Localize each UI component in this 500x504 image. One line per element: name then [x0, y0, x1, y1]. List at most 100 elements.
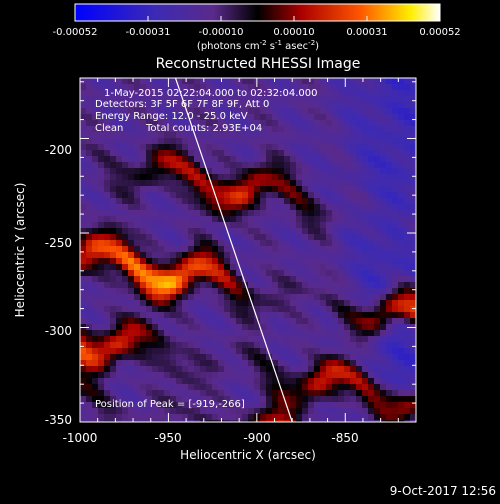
heatmap-cell	[176, 324, 183, 331]
heatmap-cell	[344, 246, 351, 253]
heatmap-cell	[80, 120, 87, 127]
heatmap-cell	[410, 108, 416, 115]
heatmap-cell	[194, 348, 201, 355]
heatmap-cell	[404, 330, 411, 337]
heatmap-cell	[128, 78, 135, 85]
heatmap-cell	[296, 312, 303, 319]
heatmap-cell	[152, 288, 159, 295]
heatmap-cell	[362, 168, 369, 175]
heatmap-cell	[182, 138, 189, 145]
heatmap-cell	[314, 324, 321, 331]
heatmap-cell	[410, 420, 416, 422]
heatmap-cell	[254, 228, 261, 235]
heatmap-cell	[290, 402, 297, 409]
heatmap-cell	[236, 108, 243, 115]
heatmap-cell	[404, 276, 411, 283]
heatmap-cell	[278, 138, 285, 145]
heatmap-cell	[338, 126, 345, 133]
heatmap-cell	[170, 294, 177, 301]
heatmap-cell	[404, 174, 411, 181]
heatmap-cell	[296, 348, 303, 355]
heatmap-cell	[92, 300, 99, 307]
heatmap-cell	[176, 228, 183, 235]
heatmap-cell	[134, 180, 141, 187]
heatmap-cell	[272, 312, 279, 319]
heatmap-cell	[140, 180, 147, 187]
heatmap-cell	[188, 222, 195, 229]
heatmap-cell	[134, 354, 141, 361]
heatmap-cell	[152, 240, 159, 247]
heatmap-cell	[356, 84, 363, 91]
heatmap-cell	[104, 294, 111, 301]
heatmap-cell	[122, 138, 129, 145]
heatmap-cell	[92, 366, 99, 373]
heatmap-cell	[200, 216, 207, 223]
heatmap-cell	[176, 78, 183, 85]
heatmap-cell	[404, 408, 411, 415]
heatmap-cell	[206, 252, 213, 259]
heatmap-cell	[392, 198, 399, 205]
heatmap-cell	[80, 102, 87, 109]
heatmap-cell	[224, 264, 231, 271]
heatmap-cell	[338, 348, 345, 355]
heatmap-cell	[404, 198, 411, 205]
heatmap-cell	[362, 390, 369, 397]
heatmap-cell	[116, 90, 123, 97]
heatmap-cell	[236, 192, 243, 199]
heatmap-cell	[362, 378, 369, 385]
heatmap-cell	[128, 300, 135, 307]
heatmap-cell	[152, 300, 159, 307]
heatmap-cell	[146, 408, 153, 415]
heatmap-cell	[140, 420, 147, 422]
heatmap-cell	[362, 132, 369, 139]
heatmap-cell	[338, 156, 345, 163]
heatmap-cell	[320, 156, 327, 163]
heatmap-cell	[110, 222, 117, 229]
heatmap-cell	[146, 336, 153, 343]
heatmap-cell	[122, 390, 129, 397]
heatmap-cell	[380, 90, 387, 97]
heatmap-cell	[338, 252, 345, 259]
heatmap-cell	[272, 216, 279, 223]
heatmap-cell	[290, 360, 297, 367]
heatmap-cell	[320, 396, 327, 403]
heatmap-cell	[386, 390, 393, 397]
heatmap-cell	[362, 120, 369, 127]
heatmap-cell	[140, 264, 147, 271]
heatmap-cell	[182, 180, 189, 187]
heatmap-cell	[380, 102, 387, 109]
heatmap-cell	[350, 336, 357, 343]
heatmap-cell	[284, 420, 291, 422]
heatmap-cell	[176, 108, 183, 115]
heatmap-cell	[404, 312, 411, 319]
heatmap-cell	[332, 144, 339, 151]
heatmap-cell	[320, 270, 327, 277]
heatmap-cell	[278, 240, 285, 247]
heatmap-cell	[374, 144, 381, 151]
heatmap-cell	[176, 132, 183, 139]
heatmap-cell	[200, 324, 207, 331]
heatmap-cell	[194, 390, 201, 397]
heatmap-cell	[326, 108, 333, 115]
heatmap-cell	[386, 282, 393, 289]
heatmap-cell	[380, 114, 387, 121]
heatmap-cell	[374, 300, 381, 307]
heatmap-cell	[308, 96, 315, 103]
heatmap-cell	[356, 270, 363, 277]
heatmap-cell	[398, 84, 405, 91]
heatmap-cell	[188, 150, 195, 157]
heatmap-cell	[128, 174, 135, 181]
heatmap-cell	[290, 330, 297, 337]
heatmap-cell	[314, 78, 321, 85]
heatmap-cell	[104, 114, 111, 121]
heatmap-cell	[386, 312, 393, 319]
heatmap-cell	[188, 282, 195, 289]
heatmap-cell	[146, 228, 153, 235]
heatmap-cell	[278, 408, 285, 415]
heatmap-cell	[140, 150, 147, 157]
heatmap-cell	[236, 354, 243, 361]
heatmap-cell	[314, 186, 321, 193]
heatmap-cell	[374, 108, 381, 115]
heatmap-cell	[380, 138, 387, 145]
heatmap-cell	[224, 276, 231, 283]
